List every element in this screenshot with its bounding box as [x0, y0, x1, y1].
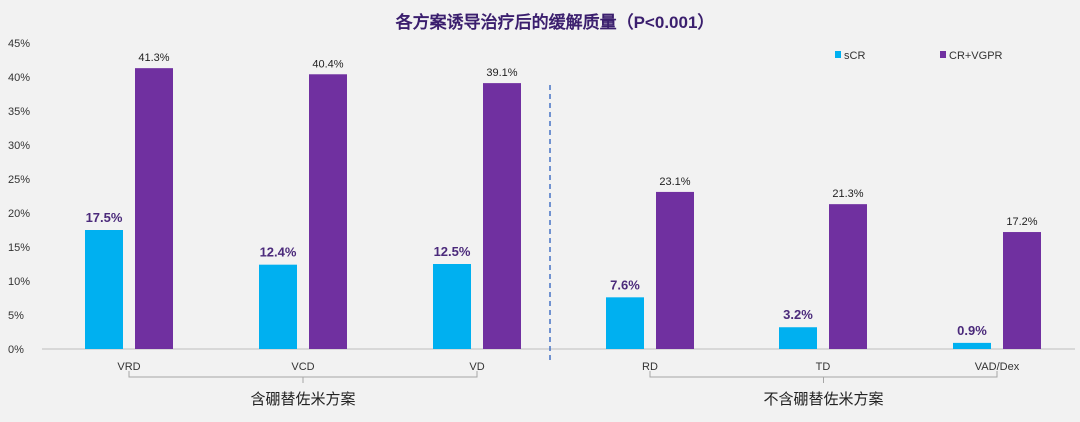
- category-label: VCD: [291, 361, 314, 373]
- bar-scr: [606, 297, 644, 349]
- y-tick-label: 10%: [8, 276, 30, 288]
- data-label: 17.5%: [86, 210, 123, 225]
- group-label: 不含硼替佐米方案: [763, 390, 883, 408]
- bar-cr-vgpr: [483, 83, 521, 350]
- data-label: 23.1%: [659, 176, 690, 188]
- bar-scr: [779, 327, 817, 349]
- bar-scr: [85, 230, 123, 349]
- legend-label: sCR: [844, 50, 865, 62]
- data-label: 40.4%: [312, 58, 343, 70]
- category-label: TD: [816, 361, 831, 373]
- legend-swatch: [835, 51, 841, 58]
- y-tick-label: 40%: [8, 72, 30, 84]
- data-label: 3.2%: [783, 307, 813, 322]
- y-tick-label: 20%: [8, 208, 30, 220]
- category-label: VD: [469, 361, 484, 373]
- bar-scr: [259, 264, 297, 349]
- legend-label: CR+VGPR: [949, 50, 1003, 62]
- group-bracket: [128, 371, 478, 383]
- bar-cr-vgpr: [309, 74, 347, 349]
- bar-scr: [433, 264, 471, 349]
- data-label: 39.1%: [486, 67, 517, 79]
- data-label: 17.2%: [1006, 216, 1037, 228]
- data-label: 7.6%: [610, 277, 640, 292]
- category-label: VRD: [117, 361, 140, 373]
- y-tick-label: 45%: [8, 38, 30, 50]
- bar-cr-vgpr: [135, 68, 173, 349]
- y-tick-label: 35%: [8, 106, 30, 118]
- group-label: 含硼替佐米方案: [250, 390, 355, 408]
- y-tick-label: 25%: [8, 174, 30, 186]
- legend-swatch: [940, 51, 946, 58]
- y-tick-label: 0%: [8, 344, 24, 356]
- data-label: 21.3%: [832, 188, 863, 200]
- bar-cr-vgpr: [1003, 232, 1041, 349]
- category-label: VAD/Dex: [975, 361, 1020, 373]
- y-tick-label: 30%: [8, 140, 30, 152]
- bar-cr-vgpr: [829, 204, 867, 349]
- y-tick-label: 5%: [8, 310, 24, 322]
- category-label: RD: [642, 361, 658, 373]
- data-label: 12.5%: [434, 244, 471, 259]
- bar-scr: [953, 342, 991, 349]
- data-label: 12.4%: [260, 245, 297, 260]
- data-label: 41.3%: [138, 52, 169, 64]
- data-label: 0.9%: [957, 323, 987, 338]
- y-tick-label: 15%: [8, 242, 30, 254]
- bar-cr-vgpr: [656, 191, 694, 349]
- chart-title: 各方案诱导治疗后的缓解质量（P<0.001）: [395, 12, 715, 32]
- group-bracket: [649, 371, 998, 383]
